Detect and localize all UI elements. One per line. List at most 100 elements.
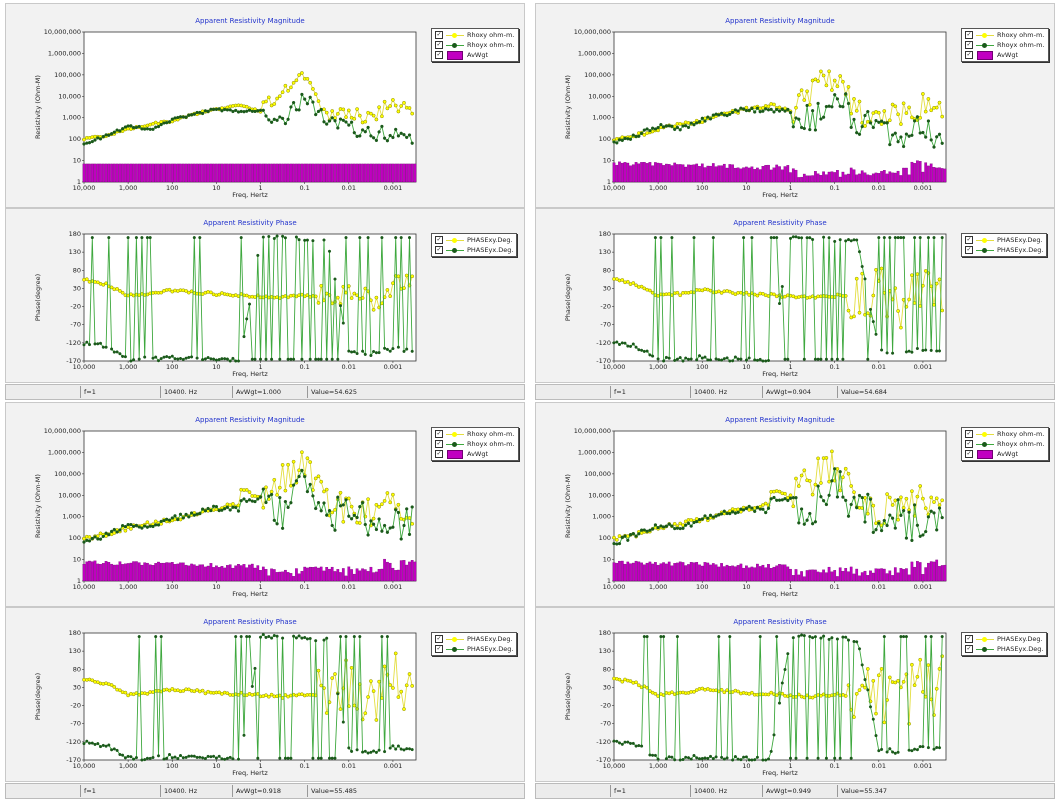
- phaseyx-point: [286, 756, 290, 760]
- magnitude-chart: Apparent Resistivity Magnitude10,000,000…: [564, 416, 947, 598]
- rhoyx-point: [209, 508, 213, 513]
- phaseyx-point: [93, 342, 97, 346]
- legend-checkbox[interactable]: ✓: [435, 236, 443, 244]
- phasexy-legend-item[interactable]: ✓ PHASExy.Deg.: [435, 235, 513, 245]
- phaseyx-point: [755, 755, 759, 759]
- rhoyx-point: [371, 522, 376, 526]
- phasexy-point: [653, 691, 658, 696]
- phaseyx-point: [846, 638, 851, 642]
- phasexy-legend-item[interactable]: ✓ PHASExy.Deg.: [435, 634, 513, 644]
- avwgt-legend-item[interactable]: ✓ AvWgt: [435, 50, 515, 60]
- phaseyx-point: [714, 357, 718, 361]
- legend-checkbox[interactable]: ✓: [965, 246, 973, 254]
- legend-checkbox[interactable]: ✓: [965, 450, 973, 458]
- legend-checkbox[interactable]: ✓: [965, 635, 973, 643]
- avwgt-bar: [215, 163, 218, 183]
- legend-swatch: [976, 449, 994, 459]
- rhoyx-point: [921, 130, 925, 135]
- phaseyx-point: [736, 757, 740, 761]
- avwgt-bar: [753, 567, 757, 582]
- phase-y-axis-label: Phase(degree): [564, 673, 572, 720]
- phasexy-point: [203, 691, 208, 696]
- rhoyx-point: [369, 134, 373, 138]
- rhoyx-legend-item[interactable]: ✓ Rhoyx ohm-m.: [435, 40, 515, 50]
- legend-checkbox[interactable]: ✓: [965, 645, 973, 653]
- legend-checkbox[interactable]: ✓: [965, 440, 973, 448]
- phaseyx-legend-item[interactable]: ✓ PHASEyx.Deg.: [965, 644, 1043, 654]
- phaseyx-point: [885, 750, 889, 754]
- rhoyx-point: [631, 133, 635, 137]
- phaseyx-point: [612, 739, 616, 743]
- phasexy-legend-item[interactable]: ✓ PHASExy.Deg.: [965, 634, 1043, 644]
- avwgt-bar: [731, 164, 734, 183]
- legend-checkbox[interactable]: ✓: [965, 236, 973, 244]
- rhoyx-legend-item[interactable]: ✓ Rhoyx ohm-m.: [965, 40, 1045, 50]
- phaseyx-point: [275, 634, 279, 638]
- rhoyx-point: [269, 120, 274, 124]
- rhoyx-point: [239, 109, 243, 114]
- legend-checkbox[interactable]: ✓: [435, 440, 443, 448]
- phaseyx-point: [904, 635, 908, 639]
- legend-checkbox[interactable]: ✓: [965, 41, 973, 49]
- rhoyx-point: [711, 113, 715, 117]
- phasexy-point: [923, 269, 928, 273]
- avwgt-bar: [877, 568, 881, 582]
- legend-checkbox[interactable]: ✓: [435, 450, 443, 458]
- legend-checkbox[interactable]: ✓: [965, 31, 973, 39]
- rhoyx-point: [167, 518, 172, 522]
- phaseyx-point: [910, 749, 914, 753]
- legend-checkbox[interactable]: ✓: [435, 430, 443, 438]
- rhoyx-point: [134, 125, 139, 130]
- avwgt-legend-item[interactable]: ✓ AvWgt: [965, 449, 1045, 459]
- rhoyx-point: [327, 508, 332, 513]
- rhoyx-point: [904, 536, 909, 540]
- status-value: Value=54.684: [841, 388, 888, 396]
- avwgt-bar: [132, 163, 135, 183]
- phaseyx-legend-item[interactable]: ✓ PHASEyx.Deg.: [435, 245, 513, 255]
- rhoxy-legend-item[interactable]: ✓ Rhoxy ohm-m.: [965, 30, 1045, 40]
- avwgt-bar: [129, 163, 133, 183]
- rhoxy-legend-item[interactable]: ✓ Rhoxy ohm-m.: [435, 30, 515, 40]
- rhoyx-point: [308, 95, 312, 99]
- avwgt-bar: [140, 163, 144, 183]
- avwgt-legend-item[interactable]: ✓ AvWgt: [965, 50, 1045, 60]
- phaseyx-legend-item[interactable]: ✓ PHASEyx.Deg.: [435, 644, 513, 654]
- legend-checkbox[interactable]: ✓: [435, 31, 443, 39]
- phasexy-legend-item[interactable]: ✓ PHASExy.Deg.: [965, 235, 1043, 245]
- avwgt-legend-item[interactable]: ✓ AvWgt: [435, 449, 515, 459]
- avwgt-bar: [725, 167, 729, 183]
- avwgt-bar: [816, 571, 820, 582]
- rhoxy-point: [283, 488, 288, 493]
- phaseyx-point: [758, 357, 762, 361]
- phaseyx-point: [617, 342, 622, 347]
- legend-checkbox[interactable]: ✓: [965, 430, 973, 438]
- rhoxy-point: [937, 503, 942, 507]
- phaseyx-point: [410, 349, 414, 353]
- avwgt-bar: [775, 164, 779, 183]
- avwgt-bar: [217, 567, 221, 582]
- rhoyx-legend-item[interactable]: ✓ Rhoyx ohm-m.: [435, 439, 515, 449]
- rhoyx-point: [126, 522, 130, 527]
- legend-checkbox[interactable]: ✓: [435, 246, 443, 254]
- avwgt-bar: [654, 562, 657, 582]
- legend-checkbox[interactable]: ✓: [435, 41, 443, 49]
- legend-checkbox[interactable]: ✓: [435, 645, 443, 653]
- phaseyx-point: [656, 357, 660, 361]
- phase-y-axis-label: Phase(degree): [34, 274, 42, 321]
- avwgt-bar: [935, 559, 939, 582]
- rhoyx-point: [935, 135, 939, 139]
- avwgt-bar: [720, 563, 723, 582]
- avwgt-bar: [849, 167, 853, 183]
- phaseyx-point: [822, 235, 826, 239]
- legend-checkbox[interactable]: ✓: [435, 635, 443, 643]
- phaseyx-point: [935, 349, 939, 353]
- phasexy-point: [123, 690, 128, 695]
- legend-checkbox[interactable]: ✓: [435, 51, 443, 59]
- rhoxy-legend-item[interactable]: ✓ Rhoxy ohm-m.: [965, 429, 1045, 439]
- rhoxy-legend-item[interactable]: ✓ Rhoxy ohm-m.: [435, 429, 515, 439]
- phaseyx-point: [871, 320, 875, 324]
- rhoyx-point: [272, 518, 276, 522]
- legend-checkbox[interactable]: ✓: [965, 51, 973, 59]
- rhoyx-legend-item[interactable]: ✓ Rhoyx ohm-m.: [965, 439, 1045, 449]
- phaseyx-legend-item[interactable]: ✓ PHASEyx.Deg.: [965, 245, 1043, 255]
